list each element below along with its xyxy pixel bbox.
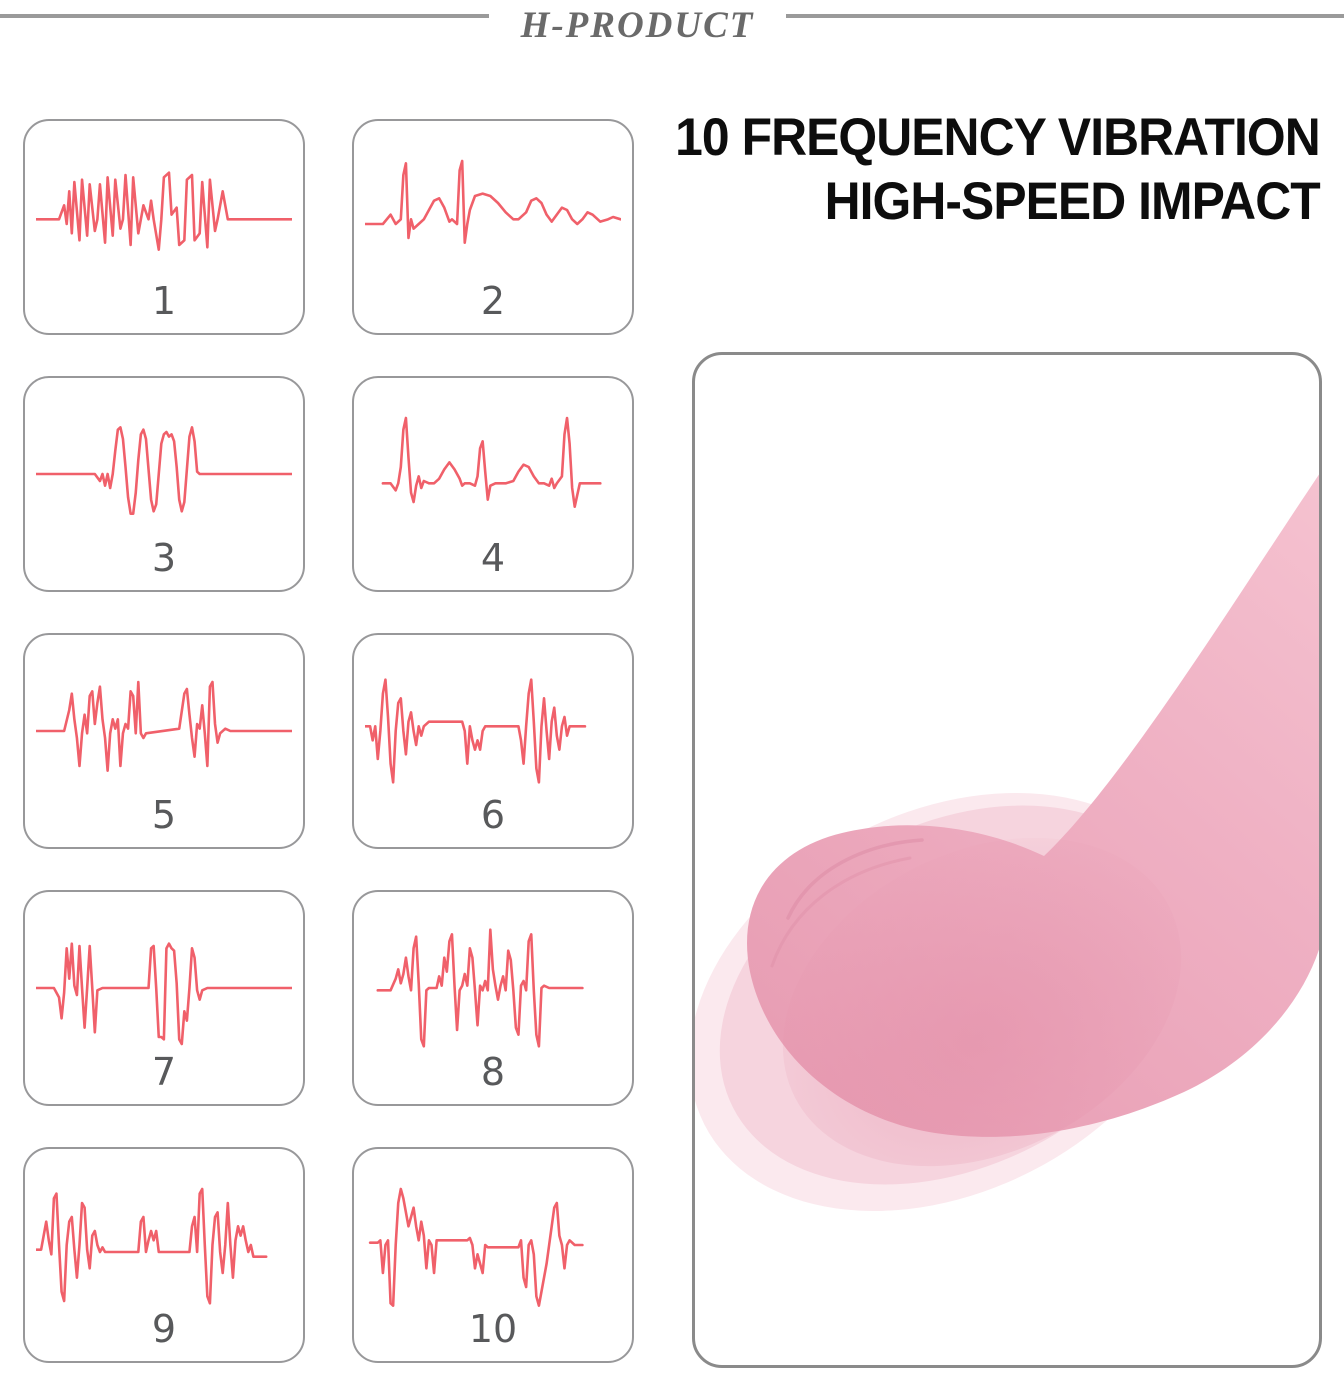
waveform-number: 10 <box>468 1307 518 1351</box>
waveform-icon <box>365 918 621 1058</box>
page-title-line1: 10 FREQUENCY VIBRATION <box>675 108 1321 167</box>
waveform-number: 3 <box>151 536 177 580</box>
page-title-line2: HIGH-SPEED IMPACT <box>824 171 1321 231</box>
waveform-card-grid: 1 2 3 4 5 6 7 <box>23 119 634 1363</box>
waveform-number: 2 <box>480 279 506 323</box>
waveform-line <box>36 944 292 1044</box>
waveform-line <box>383 418 600 507</box>
waveform-card: 3 <box>23 376 305 592</box>
head-ridge-line-1 <box>786 838 924 920</box>
waveform-number: 7 <box>151 1050 177 1094</box>
waveform-card: 9 <box>23 1147 305 1363</box>
waveform-card: 8 <box>352 890 634 1106</box>
waveform-card: 6 <box>352 633 634 849</box>
waveform-line <box>365 680 585 783</box>
waveform-icon <box>36 404 292 544</box>
waveform-icon <box>365 404 621 544</box>
waveform-card: 5 <box>23 633 305 849</box>
massager-head-shading <box>782 837 1182 1167</box>
waveform-line <box>365 161 621 243</box>
waveform-card: 1 <box>23 119 305 335</box>
waveform-card: 7 <box>23 890 305 1106</box>
header-rule-left <box>0 14 489 18</box>
brand-title: H-PRODUCT <box>520 5 755 46</box>
waveform-line <box>36 173 292 250</box>
waveform-number: 4 <box>480 536 506 580</box>
waveform-icon <box>36 147 292 287</box>
page-title: 10 FREQUENCY VIBRATION HIGH-SPEED IMPACT <box>675 106 1321 233</box>
waveform-icon <box>36 918 292 1058</box>
waveform-card: 10 <box>352 1147 634 1363</box>
waveform-icon <box>365 661 621 801</box>
waveform-icon <box>365 1175 621 1315</box>
waveform-icon <box>36 661 292 801</box>
waveform-number: 6 <box>480 793 506 837</box>
page-header: H-PRODUCT <box>0 0 1344 60</box>
head-ridge-line-2 <box>770 856 912 968</box>
waveform-icon <box>36 1175 292 1315</box>
waveform-card: 2 <box>352 119 634 335</box>
waveform-line <box>370 1189 582 1306</box>
waveform-number: 9 <box>151 1307 177 1351</box>
waveform-card: 4 <box>352 376 634 592</box>
waveform-line <box>36 427 292 513</box>
product-panel <box>692 352 1322 1368</box>
waveform-line <box>378 930 583 1047</box>
waveform-number: 1 <box>151 279 177 323</box>
waveform-number: 8 <box>480 1050 506 1094</box>
waveform-icon <box>365 147 621 287</box>
header-rule-right <box>786 14 1344 18</box>
massager-product-image <box>695 474 1319 1212</box>
waveform-line <box>36 682 292 771</box>
waveform-line <box>36 1189 266 1303</box>
waveform-number: 5 <box>151 793 177 837</box>
